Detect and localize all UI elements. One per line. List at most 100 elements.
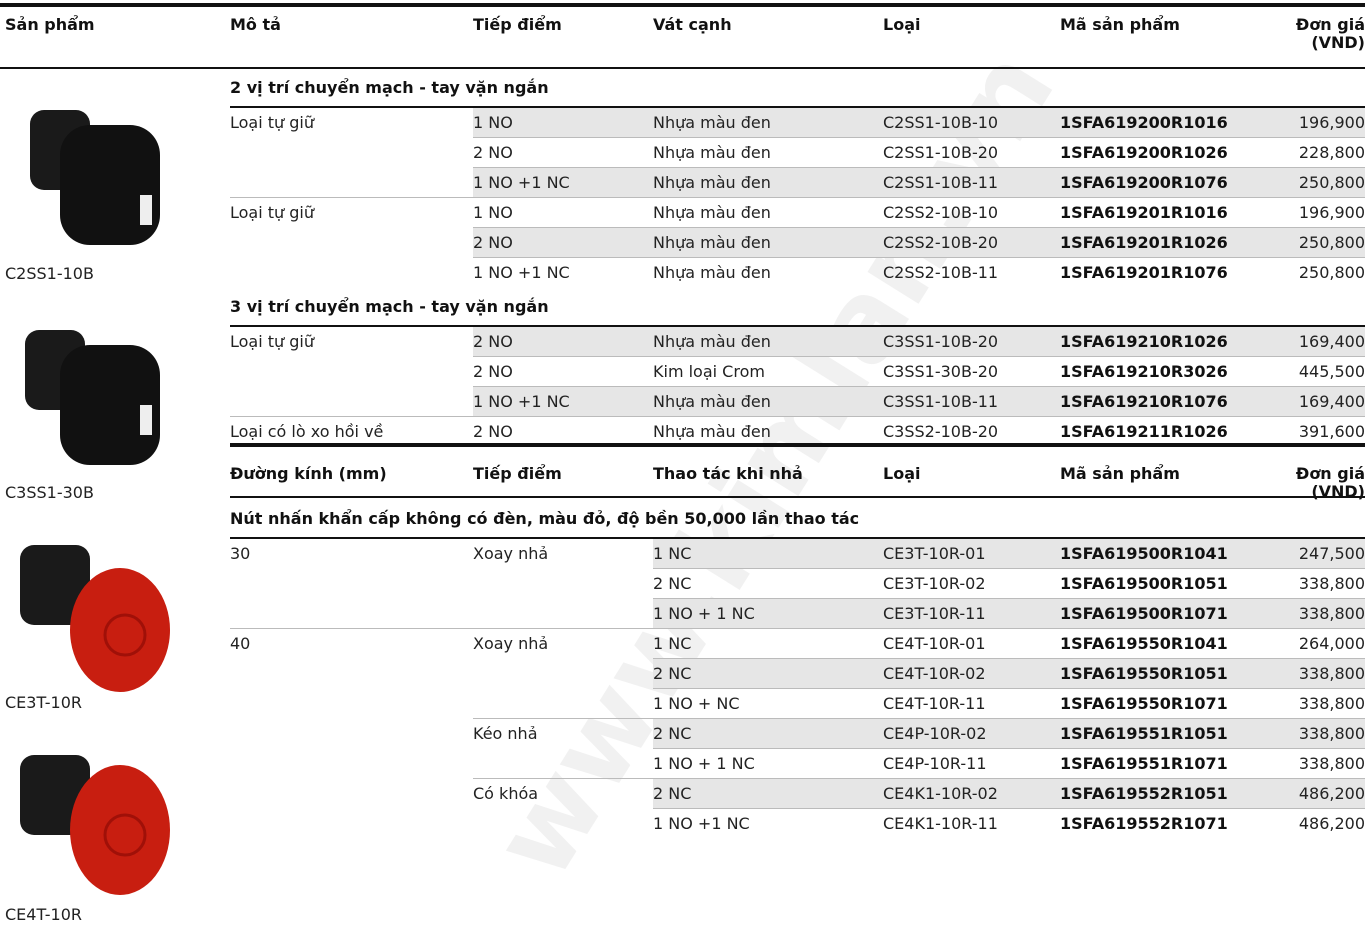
cell: 1SFA619552R1071: [1060, 814, 1228, 833]
cell: CE4T-10R-02: [883, 664, 986, 683]
cell: 338,800: [1298, 664, 1365, 683]
header-cell: Mã sản phẩm: [1060, 464, 1180, 483]
cell: CE3T-10R-11: [883, 604, 986, 623]
header-cell: Vát cạnh: [653, 15, 732, 34]
header-cell: Thao tác khi nhả: [653, 464, 803, 483]
cell: 1SFA619200R1076: [1060, 173, 1228, 192]
cell: 1 NO: [473, 113, 513, 132]
cell: CE3T-10R-02: [883, 574, 986, 593]
cell: C2SS1-10B-20: [883, 143, 999, 162]
cell: Nhựa màu đen: [653, 173, 771, 192]
cell: Có khóa: [473, 784, 539, 803]
cell: Nhựa màu đen: [653, 332, 771, 351]
cell: Nhựa màu đen: [653, 233, 771, 252]
rule: [230, 496, 1365, 498]
cell: CE4T-10R-11: [883, 694, 986, 713]
cell: CE4K1-10R-02: [883, 784, 998, 803]
cell: 1 NO: [473, 203, 513, 222]
cell: 2 NC: [653, 664, 692, 683]
row-bg: [653, 659, 1365, 688]
cell: 264,000: [1298, 634, 1365, 653]
section-title: 3 vị trí chuyển mạch - tay vặn ngắn: [230, 297, 549, 316]
cell: C2SS2-10B-11: [883, 263, 999, 282]
cell: 2 NC: [653, 574, 692, 593]
cell: 1SFA619500R1071: [1060, 604, 1228, 623]
cell: CE4T-10R-01: [883, 634, 986, 653]
cell: 1 NC: [653, 634, 692, 653]
cell: 338,800: [1298, 694, 1365, 713]
cell: 1 NC: [653, 544, 692, 563]
rule: [230, 106, 1365, 108]
cell: 1SFA619500R1041: [1060, 544, 1228, 563]
rule: [0, 67, 1365, 69]
cell: Xoay nhả: [473, 544, 549, 563]
rule: [473, 227, 1365, 228]
row-bg: [473, 327, 1365, 356]
cell: Nhựa màu đen: [653, 263, 771, 282]
cell: Nhựa màu đen: [653, 392, 771, 411]
header-cell: Mã sản phẩm: [1060, 15, 1180, 34]
cell: 1SFA619210R1076: [1060, 392, 1228, 411]
cell: 2 NO: [473, 362, 513, 381]
cell: 30: [230, 544, 251, 563]
cell: 1SFA619551R1071: [1060, 754, 1228, 773]
product-label: CE4T-10R: [5, 905, 83, 924]
cell: 391,600: [1298, 422, 1365, 441]
cell: 1SFA619201R1026: [1060, 233, 1228, 252]
rule: [473, 356, 1365, 357]
rule: [230, 197, 1365, 198]
cell: 338,800: [1298, 754, 1365, 773]
cell: C3SS2-10B-20: [883, 422, 999, 441]
cell: CE4K1-10R-11: [883, 814, 998, 833]
cell: 40: [230, 634, 251, 653]
product-label: CE3T-10R: [5, 693, 83, 712]
product-label: C3SS1-30B: [5, 483, 94, 502]
cell: 250,800: [1298, 263, 1365, 282]
cell: C3SS1-10B-11: [883, 392, 999, 411]
cell: 486,200: [1298, 814, 1365, 833]
row-bg: [473, 108, 1365, 137]
cell: 1SFA619200R1016: [1060, 113, 1228, 132]
rule: [230, 416, 1365, 417]
cell: CE3T-10R-01: [883, 544, 986, 563]
cell: C2SS1-10B-10: [883, 113, 999, 132]
cell: 2 NC: [653, 724, 692, 743]
rule: [473, 167, 1365, 168]
cell: 250,800: [1298, 233, 1365, 252]
cell: 1SFA619200R1026: [1060, 143, 1228, 162]
cell: 1 NO +1 NC: [473, 392, 570, 411]
cell: 1 NO +1 NC: [653, 814, 750, 833]
header-cell: Loại: [883, 464, 921, 483]
row-bg: [473, 168, 1365, 197]
cell: Loại có lò xo hồi về: [230, 422, 384, 441]
cell: 247,500: [1298, 544, 1365, 563]
rule: [473, 257, 1365, 258]
header-cell: Đường kính (mm): [230, 464, 387, 483]
cell: Nhựa màu đen: [653, 203, 771, 222]
cell: Kim loại Crom: [653, 362, 765, 381]
cell: Loại tự giữ: [230, 113, 314, 132]
cell: 1 NO +1 NC: [473, 263, 570, 282]
cell: 2 NO: [473, 233, 513, 252]
cell: 228,800: [1298, 143, 1365, 162]
cell: 1SFA619210R1026: [1060, 332, 1228, 351]
cell: Loại tự giữ: [230, 332, 314, 351]
cell: 1SFA619550R1071: [1060, 694, 1228, 713]
cell: 1 NO + 1 NC: [653, 754, 755, 773]
cell: 338,800: [1298, 574, 1365, 593]
row-bg: [653, 539, 1365, 568]
rule: [653, 688, 1365, 689]
header-cell: Đơn giá (VND): [1295, 15, 1365, 52]
product-image: [25, 330, 160, 465]
product-image: [20, 545, 170, 692]
rule: [230, 537, 1365, 539]
header-cell: Tiếp điểm: [473, 464, 562, 483]
cell: 1 NO + NC: [653, 694, 740, 713]
rule: [473, 718, 1365, 719]
row-bg: [473, 387, 1365, 416]
cell: 1SFA619550R1051: [1060, 664, 1228, 683]
cell: 2 NC: [653, 784, 692, 803]
rule: [473, 778, 1365, 779]
cell: C3SS1-10B-20: [883, 332, 999, 351]
rule: [653, 748, 1365, 749]
